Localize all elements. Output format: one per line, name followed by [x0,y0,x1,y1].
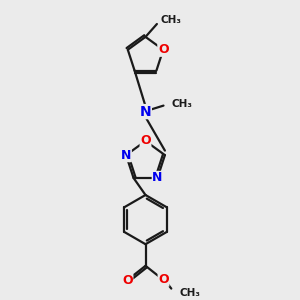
Text: N: N [140,105,151,118]
Text: CH₃: CH₃ [172,99,193,110]
Text: CH₃: CH₃ [160,15,182,26]
Text: N: N [121,148,131,162]
Text: O: O [158,273,169,286]
Text: O: O [158,43,169,56]
Text: CH₃: CH₃ [180,288,201,298]
Text: O: O [122,274,133,287]
Text: N: N [152,171,163,184]
Text: O: O [140,134,151,148]
